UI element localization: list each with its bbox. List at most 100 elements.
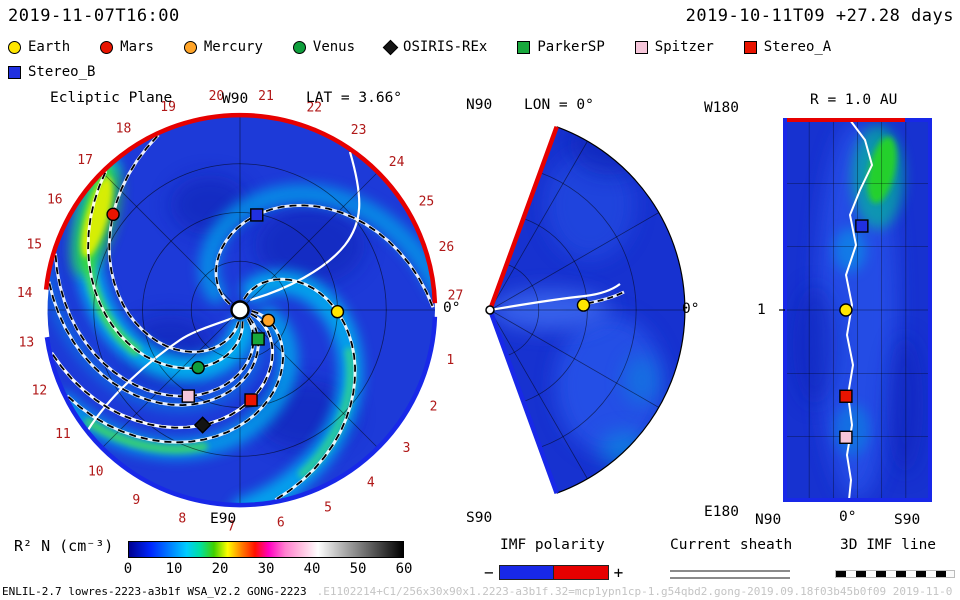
circle-marker-icon <box>292 40 306 54</box>
grid-line <box>490 212 660 311</box>
elapsed-days: +27.28 days <box>835 6 954 26</box>
circle-marker-icon <box>8 40 21 54</box>
model-info: ENLIL-2.7 lowres-2223-a3b1f WSA_V2.2 GON… <box>2 585 307 598</box>
day-ring-label: 7 <box>227 519 235 534</box>
day-ring-label: 27 <box>448 289 464 304</box>
legend-label: Earth <box>28 39 71 55</box>
day-ring-label: 14 <box>17 286 33 301</box>
radial-e180-label: E180 <box>704 504 739 520</box>
circle-marker-icon <box>100 40 114 54</box>
boundary-negative-polarity <box>44 316 438 508</box>
grid-line <box>490 140 588 311</box>
boundary-positive-polarity <box>43 112 438 304</box>
meridional-0deg-label: 0° <box>682 301 700 317</box>
ecliptic-0deg-label: 0° <box>443 300 461 316</box>
marker-earth <box>576 298 591 312</box>
grid-line <box>490 309 660 408</box>
day-ring-label: 26 <box>439 240 455 255</box>
day-ring-label: 16 <box>47 192 63 207</box>
current-sheath-label: Current sheath <box>670 537 793 553</box>
boundary-sheet-gap <box>42 289 50 338</box>
colorbar-tick: 60 <box>395 561 413 577</box>
meridional-plane-panel <box>485 125 686 495</box>
legend-item-osiris-rex: OSIRIS-REx <box>382 39 487 55</box>
imf-polarity-key: − + <box>484 563 623 582</box>
day-ring-label: 18 <box>116 122 132 137</box>
marker-parkersp <box>251 332 265 346</box>
colorbar-tick: 50 <box>349 561 367 577</box>
day-ring-label: 25 <box>419 194 435 209</box>
day-ring-label: 13 <box>19 336 35 351</box>
radial-xtick-s90: S90 <box>894 512 921 528</box>
polarity-plus-sign: + <box>613 563 624 582</box>
diamond-marker-icon <box>382 39 399 55</box>
day-ring-label: 6 <box>277 516 285 531</box>
ecliptic-lat-label: LAT = 3.66° <box>306 90 403 106</box>
day-ring-label: 19 <box>160 100 176 115</box>
imf-line-swatch <box>836 571 954 577</box>
colorbar-tick: 30 <box>257 561 275 577</box>
marker-osiris-rex <box>193 416 212 434</box>
day-ring-label: 2 <box>430 400 438 415</box>
radial-map-panel <box>779 118 932 502</box>
day-ring-label: 1 <box>446 353 454 368</box>
colorbar-tick: 0 <box>123 561 133 577</box>
meridional-lon-label: LON = 0° <box>524 97 594 113</box>
square-marker-icon <box>517 40 531 54</box>
boundary-south-edge <box>487 309 559 495</box>
meridional-s90-label: S90 <box>466 510 493 526</box>
colorbar-tick: 20 <box>211 561 229 577</box>
day-ring-label: 11 <box>55 427 71 442</box>
current-sheath-swatch <box>670 570 790 579</box>
sun-marker <box>230 300 250 320</box>
imf-polarity-label: IMF polarity <box>500 537 605 553</box>
marker-earth <box>330 305 345 319</box>
square-marker-icon <box>634 40 648 54</box>
current-sheet-line <box>490 283 621 312</box>
marker-stereo-b <box>855 219 869 233</box>
legend-label: Mars <box>120 39 154 55</box>
colorbar-tick: 40 <box>303 561 321 577</box>
legend-row-1: Earth Mars Mercury Venus OSIRIS-REx ParkerSP S… <box>8 39 831 55</box>
colorbar <box>128 541 404 558</box>
ecliptic-w90-label: W90 <box>222 91 249 107</box>
day-ring-label: 17 <box>77 153 93 168</box>
ecliptic-title: Ecliptic Plane <box>50 90 173 106</box>
imf-line <box>243 278 357 501</box>
radial-xtick-n90: N90 <box>755 512 782 528</box>
sun-marker <box>485 305 495 315</box>
start-time: 2019-10-11T09 <box>685 6 826 26</box>
current-datetime: 2019-11-07T16:00 <box>8 6 180 26</box>
legend-item-stereo-b: Stereo_B <box>8 64 95 80</box>
polarity-negative-swatch <box>498 565 554 580</box>
radial-title: R = 1.0 AU <box>810 92 898 108</box>
current-sheet-line <box>249 151 361 302</box>
grid-line <box>490 309 588 480</box>
marker-spitzer <box>839 430 853 444</box>
day-ring-label: 12 <box>32 384 48 399</box>
day-ring-label: 3 <box>403 441 411 456</box>
legend-item-parkersp: ParkerSP <box>517 39 605 55</box>
radial-w180-label: W180 <box>704 100 739 116</box>
radial-xtick-0: 0° <box>839 509 857 525</box>
legend-item-spitzer: Spitzer <box>634 39 714 55</box>
colorbar-tick: 10 <box>165 561 183 577</box>
marker-earth <box>839 303 853 317</box>
legend-item-mars: Mars <box>100 39 154 55</box>
legend-row-2: Stereo_B <box>8 64 95 80</box>
legend-item-stereo-a: Stereo_A <box>743 39 832 55</box>
day-ring-label: 22 <box>306 101 322 116</box>
marker-mercury <box>261 313 276 328</box>
marker-spitzer <box>181 389 195 403</box>
legend-label: Spitzer <box>654 39 714 55</box>
imf-line <box>51 312 274 429</box>
day-ring-label: 4 <box>367 475 375 490</box>
legend-label: Stereo_A <box>763 39 832 55</box>
current-sheet-line <box>844 120 874 500</box>
density-arm <box>84 417 208 454</box>
imf-line <box>215 204 434 308</box>
current-sheet-line <box>87 314 239 431</box>
day-ring-label: 21 <box>258 89 274 104</box>
circle-marker-icon <box>183 40 197 54</box>
